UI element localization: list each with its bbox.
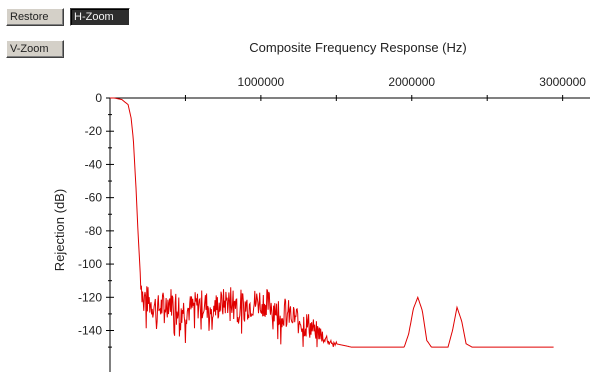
y-tick-label: -140 [78,324,102,338]
y-tick-label: -40 [85,157,103,171]
x-tick-label: 1000000 [238,75,285,89]
y-tick-label: -100 [78,257,102,271]
h-zoom-button[interactable]: H-Zoom [70,8,130,26]
plot-area [110,97,554,348]
chart-title: Composite Frequency Response (Hz) [249,40,466,55]
restore-button[interactable]: Restore [6,8,64,26]
y-tick-label: -80 [85,224,103,238]
x-tick-label: 3000000 [539,75,586,89]
y-tick-label: 0 [95,91,102,105]
ticks: 1000000 2000000 3000000 0 -20 -40 -60 -80 -100 -1… [78,75,586,348]
y-tick-label: -60 [85,191,103,205]
y-tick-label: -120 [78,290,102,304]
y-axis-label: Rejection (dB) [52,189,67,271]
response-series-line [110,97,554,348]
v-zoom-button[interactable]: V-Zoom [6,40,64,58]
axes [109,97,590,372]
x-tick-label: 2000000 [388,75,435,89]
y-tick-label: -20 [85,124,103,138]
